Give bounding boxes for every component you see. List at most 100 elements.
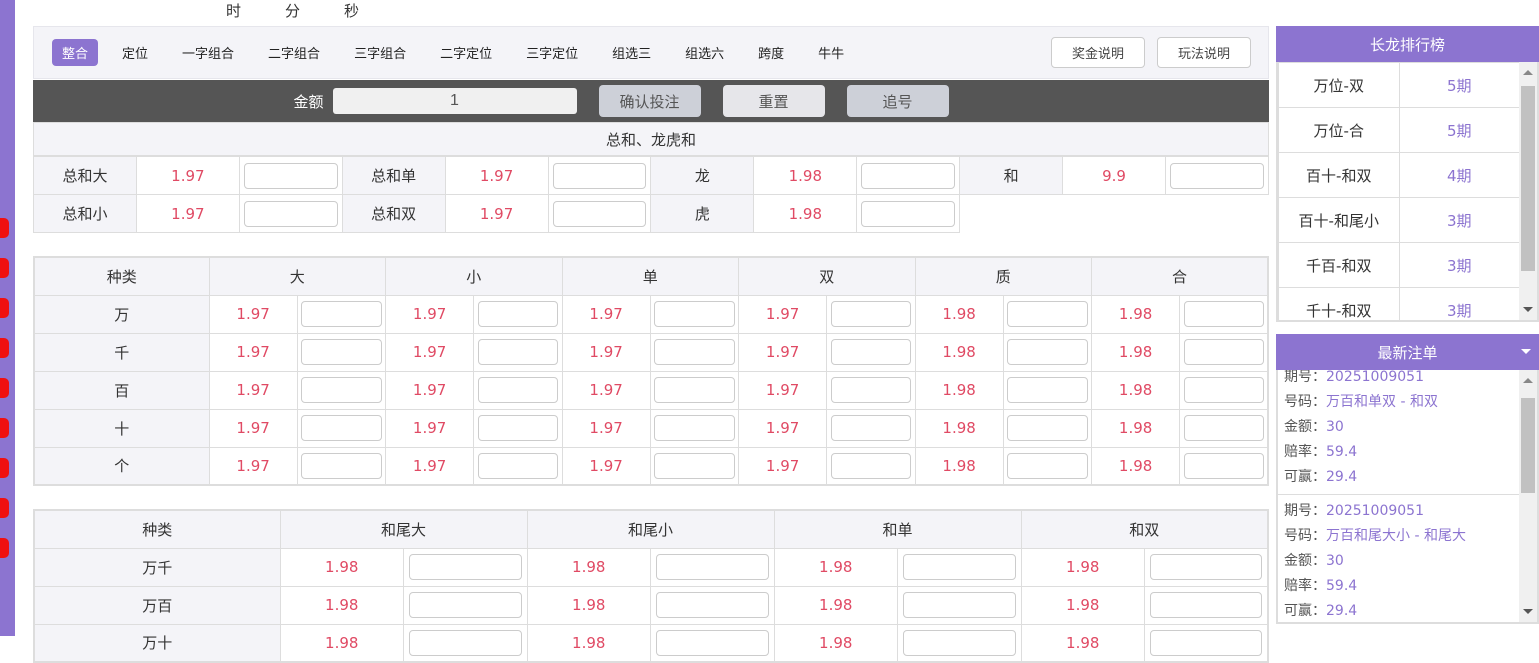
confirm-bet-button[interactable]: 确认投注: [598, 85, 701, 117]
bet-amount-input[interactable]: [830, 339, 911, 365]
bet-amount-input[interactable]: [301, 339, 382, 365]
tab-7[interactable]: 组选三: [612, 47, 652, 62]
bet-amount-input[interactable]: [408, 592, 522, 618]
bet-input-cell: [296, 294, 387, 334]
side-tab[interactable]: [0, 258, 9, 278]
tab-3[interactable]: 二字组合: [268, 47, 321, 62]
bet-amount-input[interactable]: [408, 629, 522, 656]
bet-amount-input[interactable]: [1007, 377, 1088, 403]
bet-amount-input[interactable]: [902, 592, 1016, 618]
order-field-odds: 赔率：59.4: [1284, 440, 1513, 465]
bet-amount-input[interactable]: [654, 339, 735, 365]
bet-amount-input[interactable]: [1149, 554, 1263, 580]
scroll-up-icon[interactable]: [1523, 378, 1533, 383]
scroll-thumb[interactable]: [1521, 398, 1535, 493]
bet-amount-input[interactable]: [1007, 339, 1088, 365]
bet-input-cell: [296, 408, 387, 448]
bet-amount-input[interactable]: [1183, 301, 1264, 327]
bet-amount-input[interactable]: [1183, 452, 1264, 479]
bet-input-cell: [1144, 585, 1269, 625]
side-tab[interactable]: [0, 538, 9, 558]
bet-amount-input[interactable]: [477, 452, 558, 479]
bet-amount-input[interactable]: [243, 162, 338, 189]
scrollbar[interactable]: [1519, 370, 1537, 622]
tab-5[interactable]: 二字定位: [440, 47, 493, 62]
odds-value: 1.98: [1020, 547, 1145, 587]
side-tab[interactable]: [0, 498, 9, 518]
bet-amount-input[interactable]: [654, 301, 735, 327]
odds-value: 1.98: [773, 623, 898, 663]
reset-button[interactable]: 重置: [722, 85, 825, 117]
bet-amount-input[interactable]: [477, 377, 558, 403]
bet-amount-input[interactable]: [301, 377, 382, 403]
bet-amount-input[interactable]: [408, 554, 522, 580]
bet-amount-input[interactable]: [654, 415, 735, 441]
bet-amount-input[interactable]: [477, 415, 558, 441]
bet-amount-input[interactable]: [654, 377, 735, 403]
tab-0[interactable]: 整合: [52, 39, 99, 66]
bet-amount-input[interactable]: [301, 301, 382, 327]
bet-amount-input[interactable]: [861, 200, 956, 227]
dragon-row: 万位-双 5期: [1278, 62, 1520, 108]
odds-value: 1.97: [384, 446, 475, 486]
bet-amount-input[interactable]: [655, 592, 769, 618]
chase-button[interactable]: 追号: [846, 85, 949, 117]
bet-amount-input[interactable]: [1149, 629, 1263, 656]
bet-amount-input[interactable]: [1183, 339, 1264, 365]
side-tab[interactable]: [0, 338, 9, 358]
rules-info-button[interactable]: 玩法说明: [1156, 37, 1251, 68]
tab-4[interactable]: 三字组合: [354, 47, 407, 62]
tab-8[interactable]: 组选六: [685, 47, 725, 62]
bet-amount-input[interactable]: [655, 554, 769, 580]
odds-value: 1.97: [737, 408, 828, 448]
scrollbar[interactable]: [1519, 62, 1537, 320]
bet-amount-input[interactable]: [655, 629, 769, 656]
bet-amount-input[interactable]: [861, 162, 956, 189]
bet-amount-input[interactable]: [830, 415, 911, 441]
amount-input[interactable]: [332, 88, 577, 114]
bet-amount-input[interactable]: [654, 452, 735, 479]
bet-input-cell: [403, 547, 528, 587]
odds-value: 1.97: [561, 370, 651, 410]
bet-amount-input[interactable]: [1149, 592, 1263, 618]
collapse-icon[interactable]: [1521, 349, 1531, 354]
scroll-down-icon[interactable]: [1523, 609, 1533, 614]
tab-9[interactable]: 跨度: [758, 47, 785, 62]
side-tab[interactable]: [0, 298, 9, 318]
row-label: 百: [33, 370, 210, 410]
bet-amount-input[interactable]: [552, 162, 647, 189]
bet-amount-input[interactable]: [1183, 415, 1264, 441]
bet-amount-input[interactable]: [301, 415, 382, 441]
tab-1[interactable]: 定位: [122, 47, 149, 62]
scroll-up-icon[interactable]: [1523, 70, 1533, 75]
minute-label: 分: [285, 2, 301, 20]
side-tab[interactable]: [0, 218, 9, 238]
bet-amount-input[interactable]: [830, 377, 911, 403]
bet-amount-input[interactable]: [1183, 377, 1264, 403]
bet-amount-input[interactable]: [1007, 452, 1088, 479]
bet-input-cell: [826, 332, 916, 372]
bet-amount-input[interactable]: [243, 200, 338, 227]
dragon-ranking-list: 万位-双 5期 万位-合 5期 百十-和双 4期 百十-和尾小 3期 千百-和双 3期 千十-和双 3…: [1276, 62, 1539, 322]
bet-amount-input[interactable]: [1007, 415, 1088, 441]
bet-amount-input[interactable]: [552, 200, 647, 227]
bet-amount-input[interactable]: [477, 301, 558, 327]
bet-amount-input[interactable]: [830, 301, 911, 327]
bet-amount-input[interactable]: [902, 629, 1016, 656]
side-tab[interactable]: [0, 418, 9, 438]
side-tab[interactable]: [0, 378, 9, 398]
bet-amount-input[interactable]: [1170, 162, 1264, 189]
side-tab[interactable]: [0, 458, 9, 478]
bet-amount-input[interactable]: [902, 554, 1016, 580]
bet-amount-input[interactable]: [477, 339, 558, 365]
bet-amount-input[interactable]: [301, 452, 382, 479]
bet-amount-input[interactable]: [830, 452, 911, 479]
tab-6[interactable]: 三字定位: [526, 47, 579, 62]
bet-amount-input[interactable]: [1007, 301, 1088, 327]
tab-2[interactable]: 一字组合: [182, 47, 235, 62]
field-value: 29.4: [1326, 603, 1358, 619]
scroll-down-icon[interactable]: [1523, 307, 1533, 312]
tab-10[interactable]: 牛牛: [818, 47, 845, 62]
scroll-thumb[interactable]: [1521, 86, 1535, 271]
prize-info-button[interactable]: 奖金说明: [1050, 37, 1145, 68]
